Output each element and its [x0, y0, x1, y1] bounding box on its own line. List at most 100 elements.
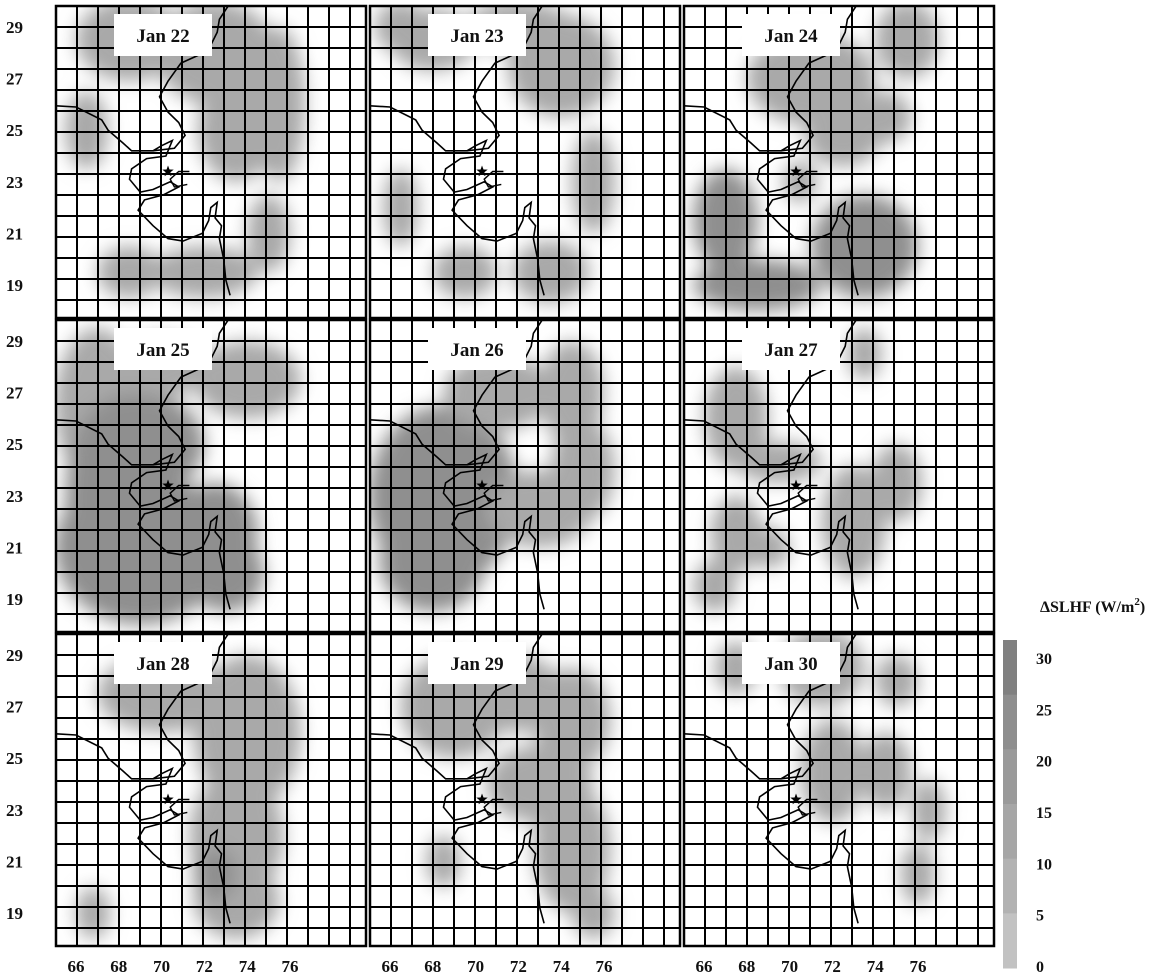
gulf-coastline [797, 170, 818, 188]
border-line [780, 634, 857, 780]
map-panel: Jan 27 [682, 318, 996, 634]
latitude-tick-label: 21 [6, 224, 23, 243]
panel-frame [54, 318, 368, 634]
longitude-tick-label: 70 [153, 957, 170, 976]
panel-date-label: Jan 24 [764, 26, 818, 47]
latitude-tick-label: 21 [6, 538, 23, 557]
border-line [152, 6, 229, 152]
colorbar: ΔSLHF (W/m2) 30 25 20 15 10 5 0 [1003, 596, 1145, 976]
coastline [370, 104, 545, 296]
panel-frame [682, 4, 996, 320]
longitude-tick-label: 66 [68, 957, 85, 976]
shaded-anomaly-region [187, 534, 265, 612]
coastline [56, 732, 231, 924]
shaded-anomaly-region [911, 778, 946, 841]
map-panels: Jan 22 Jan 23 Jan 24 Jan 25 Jan 26 Jan 27 Jan … [54, 4, 996, 948]
panel-date-label: Jan 28 [136, 654, 189, 675]
longitude-tick-label: 70 [781, 957, 798, 976]
date-label-box [742, 328, 840, 370]
shaded-anomaly-region [800, 719, 865, 823]
map-panel: Jan 30 [682, 632, 996, 948]
shaded-anomaly-region [76, 887, 111, 939]
map-panel: Jan 28 [54, 632, 368, 948]
latitude-tick-label: 27 [6, 698, 24, 717]
shaded-anomaly-region [704, 366, 769, 470]
shaded-anomaly-region [875, 655, 918, 707]
epicenter-star-icon [790, 479, 802, 491]
colorbar-tick-label: 5 [1036, 908, 1044, 925]
border-line [152, 320, 229, 466]
panel-date-label: Jan 30 [764, 654, 817, 675]
shaded-anomaly-region [736, 441, 822, 483]
panel-frame [368, 318, 682, 634]
map-panel: Jan 22 [54, 4, 368, 320]
shaded-anomaly-region [571, 887, 615, 939]
gulf-coastline [483, 170, 504, 188]
shaded-anomaly-region [247, 194, 290, 273]
date-label-box [742, 14, 840, 56]
latitude-tick-label: 25 [6, 749, 23, 768]
date-label-box [428, 328, 526, 370]
coastline [684, 418, 859, 610]
shaded-anomaly-region [432, 246, 497, 298]
longitude-tick-label: 72 [510, 957, 527, 976]
coastline [370, 418, 545, 610]
epicenter-star-icon [476, 479, 488, 491]
latitude-tick-label: 19 [6, 904, 23, 923]
latitude-tick-label: 27 [6, 70, 24, 89]
shaded-anomaly-region [511, 241, 590, 304]
shaded-anomaly-region [193, 341, 301, 419]
latitude-tick-label: 29 [6, 332, 23, 351]
gulf-coastline [797, 484, 818, 502]
shaded-anomaly-region [533, 667, 611, 772]
colorbar-tick-label: 20 [1036, 754, 1052, 771]
slhf-shading [370, 341, 615, 612]
longitude-tick-label: 68 [110, 957, 127, 976]
date-label-box [428, 14, 526, 56]
shaded-anomaly-region [193, 848, 237, 901]
coastline [684, 104, 859, 296]
panel-frame [682, 632, 996, 948]
lat-lon-grid [370, 320, 680, 632]
latitude-tick-label: 29 [6, 646, 23, 665]
shaded-anomaly-region [875, 6, 940, 79]
map-panel: Jan 24 [682, 4, 996, 320]
date-label-box [114, 642, 212, 684]
panel-date-label: Jan 25 [136, 340, 189, 361]
colorbar-tick-label: 10 [1036, 856, 1052, 873]
lat-lon-grid [56, 634, 366, 946]
gulf-coastline [169, 798, 190, 816]
map-panel: Jan 25 [54, 318, 368, 634]
gulf-coastline [169, 484, 190, 502]
panel-date-label: Jan 26 [450, 340, 503, 361]
coastline [370, 732, 545, 924]
shaded-anomaly-region [193, 655, 301, 810]
panel-frame [54, 4, 368, 320]
colorbar-segment [1003, 858, 1017, 914]
longitude-tick-label: 66 [696, 957, 713, 976]
lat-lon-grid [370, 634, 680, 946]
shaded-anomaly-region [426, 835, 461, 888]
gulf-coastline [483, 798, 504, 816]
date-label-box [114, 328, 212, 370]
longitude-tick-label: 74 [867, 957, 885, 976]
panel-frame [368, 632, 682, 948]
longitude-tick-label: 72 [824, 957, 841, 976]
coastline [56, 418, 231, 610]
colorbar-title-end: ) [1140, 599, 1145, 616]
latitude-axis: 29 27 25 23 21 19 29 27 25 23 21 19 29 27 25 23 21 19 [6, 18, 24, 923]
border-line [466, 634, 543, 780]
colorbar-segment [1003, 804, 1017, 860]
map-panel: Jan 29 [368, 632, 682, 948]
border-line [780, 320, 857, 466]
epicenter-star-icon [476, 793, 488, 805]
latitude-tick-label: 19 [6, 590, 23, 609]
coastline [56, 104, 231, 296]
epicenter-star-icon [162, 793, 174, 805]
longitude-tick-label: 74 [239, 957, 257, 976]
epicenter-star-icon [476, 165, 488, 177]
gulf-coastline [169, 170, 190, 188]
colorbar-tick-label: 25 [1036, 702, 1052, 719]
shaded-anomaly-region [550, 418, 615, 522]
shaded-anomaly-region [693, 259, 822, 311]
